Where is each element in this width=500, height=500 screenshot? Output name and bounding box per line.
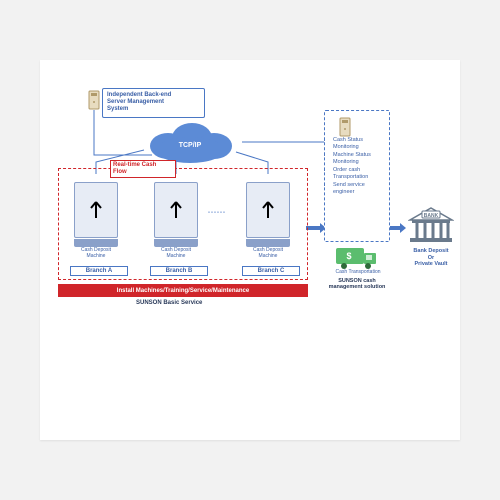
cash-deposit-machine: Cash DepositMachine <box>246 182 290 259</box>
svg-text:BANK: BANK <box>424 213 439 219</box>
server-icon <box>337 117 353 137</box>
branch-label: Branch C <box>242 266 300 276</box>
management-box: Cash Status MonitoringMachine Status Mon… <box>324 110 390 242</box>
cloud-label: TCP/IP <box>179 142 202 149</box>
backend-system-box: Independent Back-endServer ManagementSys… <box>102 88 205 118</box>
mgmt-bullet: Send service engineer <box>333 182 387 197</box>
machine-caption: Cash DepositMachine <box>154 248 198 259</box>
machine-caption: Cash DepositMachine <box>246 248 290 259</box>
bank-icon: BANK <box>408 206 454 246</box>
machine-caption: Cash DepositMachine <box>74 248 118 259</box>
ellipsis-dots: ------ <box>208 210 226 216</box>
diagram-canvas: Independent Back-endServer ManagementSys… <box>40 60 460 440</box>
mgmt-bullet: Order cash Transportation <box>333 167 387 182</box>
server-icon <box>86 90 102 110</box>
cash-truck-icon: $ <box>334 244 382 272</box>
branch-label: Branch B <box>150 266 208 276</box>
branch-label: Branch A <box>70 266 128 276</box>
install-bar: Install Machines/Training/Service/Mainte… <box>58 284 308 297</box>
cash-deposit-machine: Cash DepositMachine <box>74 182 118 259</box>
mgmt-bullet: Cash Status Monitoring <box>333 137 387 152</box>
truck-caption: Cash Transportation <box>332 270 384 276</box>
basic-service-label: SUNSON Basic Service <box>136 300 202 306</box>
management-label: SUNSON cashmanagement solution <box>322 278 392 290</box>
cash-deposit-machine: Cash DepositMachine <box>154 182 198 259</box>
svg-text:$: $ <box>346 251 351 261</box>
mgmt-bullet: Machine Status Monitoring <box>333 152 387 167</box>
bank-caption: Bank DepositOrPrivate Vault <box>406 248 456 268</box>
cloud-icon: TCP/IP <box>138 120 242 164</box>
realtime-label: Real-time CashFlow <box>110 160 176 178</box>
